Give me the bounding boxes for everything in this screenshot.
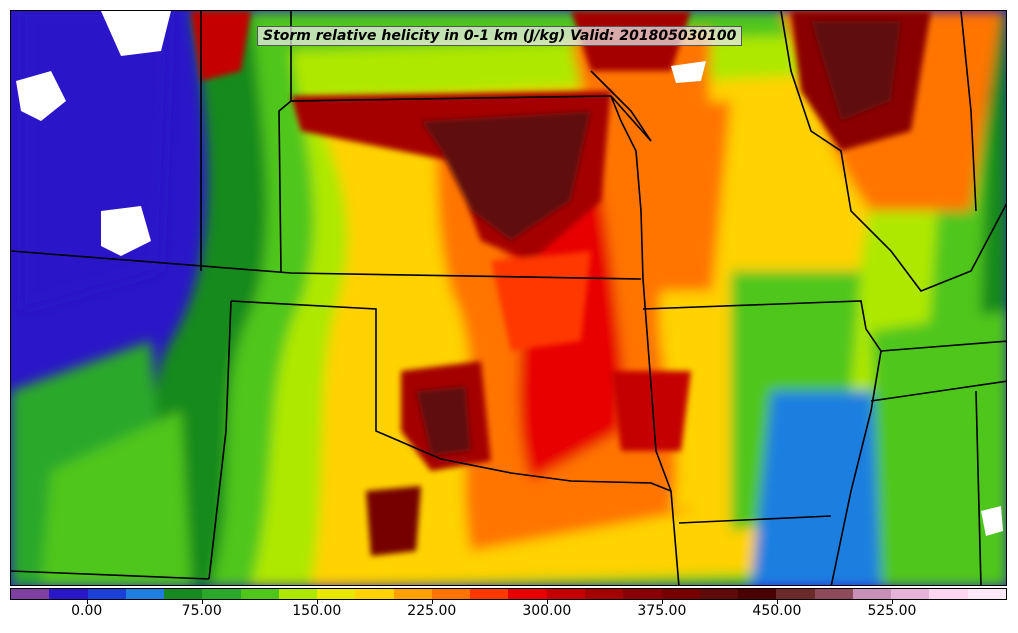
colorbar-segment	[202, 589, 241, 599]
tick-label: 150.00	[292, 603, 342, 619]
helicity-map	[11, 11, 1006, 585]
tick-label: 0.00	[71, 603, 103, 619]
colorbar-segment	[929, 589, 968, 599]
colorbar-segment	[87, 589, 126, 599]
colorbar-segment	[584, 589, 624, 599]
map-panel: Storm relative helicity in 0-1 km (J/kg)…	[10, 10, 1007, 586]
colorbar-segment	[278, 589, 318, 599]
tick-label: 225.00	[407, 603, 457, 619]
tick-label: 450.00	[752, 603, 802, 619]
colorbar-segment	[393, 589, 432, 599]
colorbar-segment	[164, 589, 203, 599]
tick-mark	[661, 600, 663, 604]
tick-label: 300.00	[522, 603, 572, 619]
colorbar-ticks: 0.00 75.00 150.00 225.00 300.00 375.00 450.00 5…	[10, 600, 1007, 630]
colorbar-segment	[738, 589, 777, 599]
colorbar-segment	[49, 589, 88, 599]
colorbar-segment	[699, 589, 739, 599]
tick-mark	[201, 600, 203, 604]
colorbar-segment	[508, 589, 547, 599]
colorbar-segment	[814, 589, 853, 599]
colorbar-segment	[623, 589, 662, 599]
state-boundaries	[11, 11, 1006, 585]
tick-mark	[891, 600, 893, 604]
tick-label: 75.00	[181, 603, 222, 619]
colorbar-segment	[661, 589, 700, 599]
colorbar-segment	[470, 589, 509, 599]
colorbar-segment	[852, 589, 892, 599]
colorbar-segment	[317, 589, 356, 599]
map-title: Storm relative helicity in 0-1 km (J/kg)…	[257, 26, 743, 46]
tick-mark	[316, 600, 318, 604]
colorbar-segment	[967, 589, 1006, 599]
colorbar-segment	[125, 589, 165, 599]
colorbar-segment	[776, 589, 815, 599]
colorbar-segment	[891, 589, 930, 599]
colorbar-segment	[546, 589, 585, 599]
tick-label: 525.00	[867, 603, 917, 619]
colorbar-segment	[431, 589, 471, 599]
colorbar-segment	[355, 589, 394, 599]
helicity-field	[11, 11, 1006, 585]
tick-mark	[546, 600, 548, 604]
colorbar	[10, 588, 1007, 600]
tick-label: 375.00	[637, 603, 687, 619]
tick-mark	[776, 600, 778, 604]
colorbar-segment	[11, 589, 50, 599]
tick-mark	[86, 600, 88, 604]
colorbar-segment	[240, 589, 279, 599]
tick-mark	[431, 600, 433, 604]
